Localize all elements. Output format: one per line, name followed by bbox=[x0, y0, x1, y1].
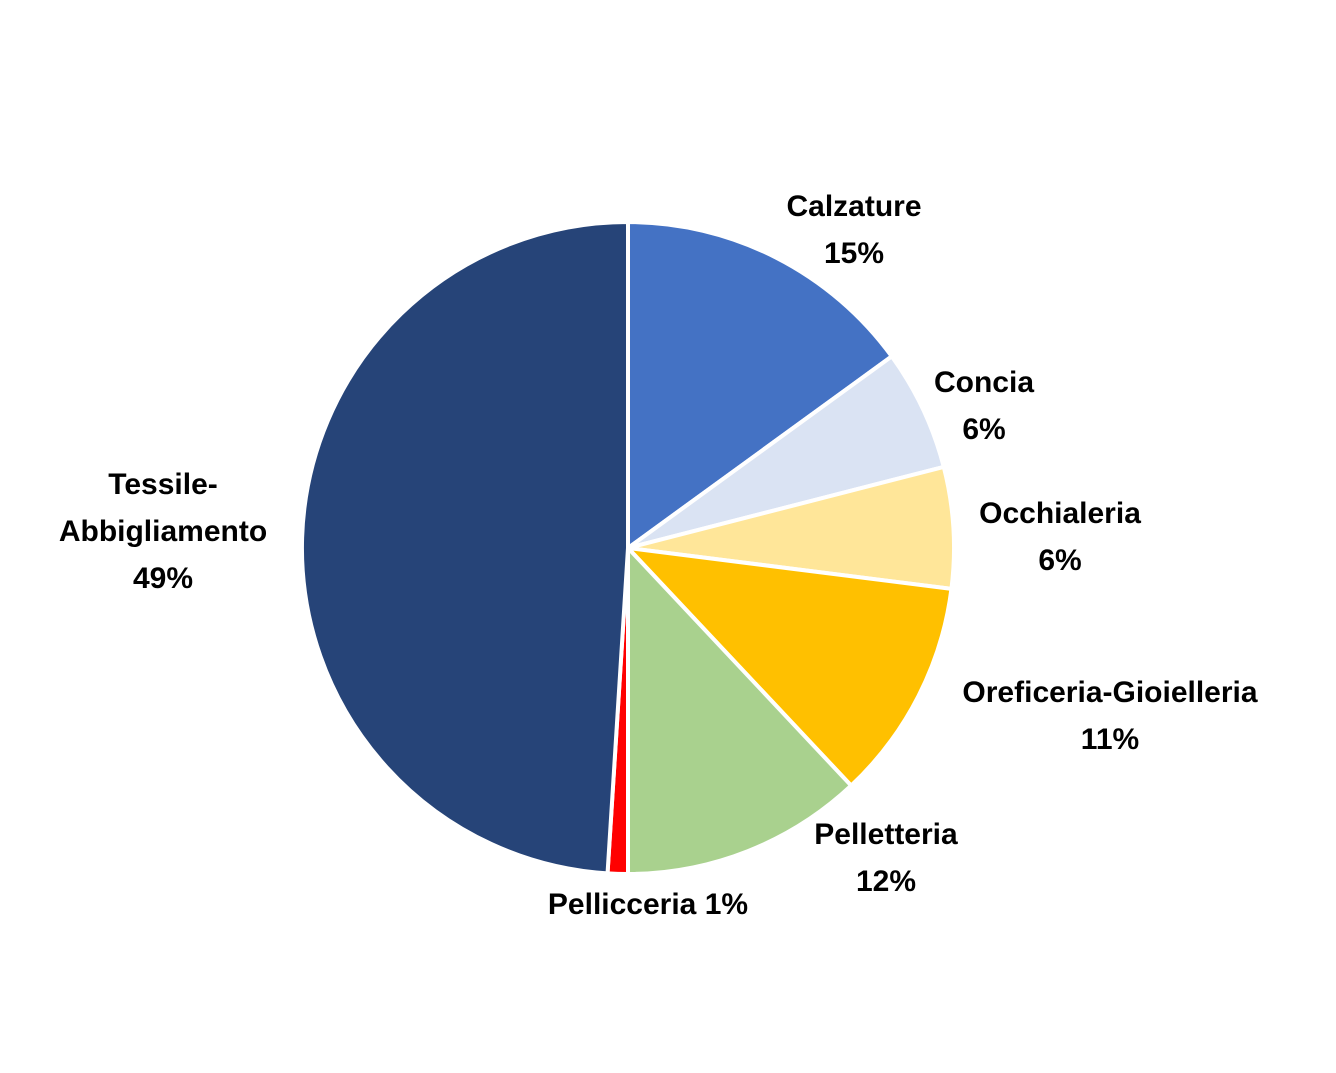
pie-slice-calzature bbox=[626, 220, 894, 550]
pie-slice-oreficeria-gioielleria bbox=[626, 546, 954, 788]
pie-label-line: 49% bbox=[133, 562, 193, 595]
pie-label-occhialeria: Occhialeria 6% bbox=[979, 497, 1141, 577]
pie-label-line: 11% bbox=[1081, 723, 1139, 756]
pie-label-line: Pelletteria bbox=[814, 818, 958, 851]
pie-label-calzature: Calzature 15% bbox=[786, 190, 921, 270]
pie-label-line: Abbigliamento bbox=[59, 515, 267, 548]
pie-slice-pelletteria bbox=[626, 546, 854, 876]
pie-slice-concia bbox=[626, 354, 946, 550]
pie-label-line: Occhialeria bbox=[979, 497, 1141, 530]
pie-label-line: 15% bbox=[824, 237, 884, 270]
pie-label-oreficeria-gioielleria: Oreficeria-Gioielleria 11% bbox=[962, 676, 1257, 756]
pie-label-line: Calzature bbox=[786, 190, 921, 223]
pie-label-line: 12% bbox=[856, 865, 916, 898]
pie-label-line: Oreficeria-Gioielleria bbox=[962, 676, 1257, 709]
pie-label-tessile-abbigliamento: Tessile- Abbigliamento 49% bbox=[59, 468, 267, 595]
pie-label-line: Concia bbox=[934, 366, 1034, 399]
pie-label-line: Pellicceria 1% bbox=[548, 888, 748, 921]
pie-label-pelletteria: Pelletteria 12% bbox=[814, 818, 958, 898]
pie-label-line: 6% bbox=[962, 413, 1005, 446]
pie-labels: Calzature 15% Concia 6% Occhialeria 6% Orefice… bbox=[59, 190, 1258, 921]
pie-label-line: 6% bbox=[1038, 544, 1081, 577]
pie-label-line: Tessile- bbox=[108, 468, 218, 501]
pie-label-concia: Concia 6% bbox=[934, 366, 1034, 446]
pie-label-pellicceria: Pellicceria 1% bbox=[548, 888, 748, 921]
pie-slices bbox=[299, 220, 957, 877]
pie-slice-tessile-abbigliamento bbox=[299, 220, 630, 876]
pie-slice-occhialeria bbox=[626, 464, 957, 591]
